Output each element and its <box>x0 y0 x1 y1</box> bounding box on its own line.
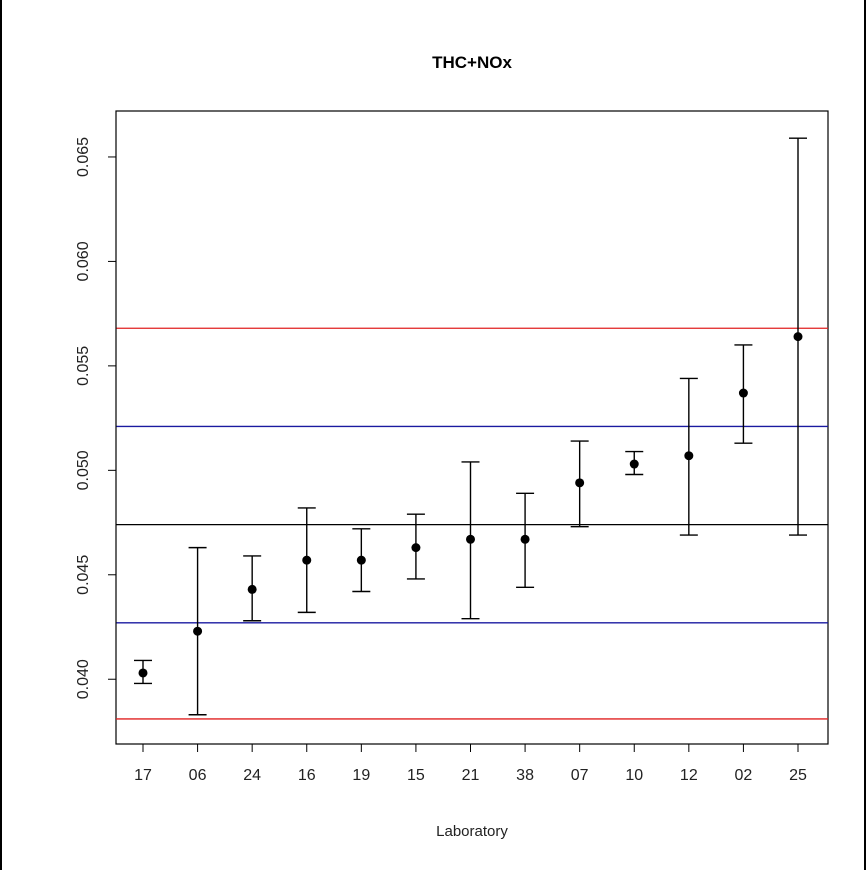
x-tick-label: 19 <box>352 767 370 784</box>
y-axis: 0.040 0.045 0.050 0.055 0.060 0.065 <box>75 137 117 699</box>
y-tick-label: 0.050 <box>75 450 92 490</box>
x-tick-label: 24 <box>243 767 261 784</box>
chart-title: THC+NOx <box>432 53 512 72</box>
x-tick-label: 07 <box>571 767 589 784</box>
x-tick-label: 21 <box>462 767 480 784</box>
y-tick-label: 0.040 <box>75 659 92 699</box>
x-axis: 17 06 24 16 19 15 21 38 07 10 12 02 25 <box>134 743 807 784</box>
x-tick-label: 02 <box>735 767 753 784</box>
data-point-24 <box>247 584 257 594</box>
x-tick-label: 06 <box>189 767 207 784</box>
data-point-25 <box>793 332 803 342</box>
data-point-06 <box>193 626 203 636</box>
x-tick-label: 17 <box>134 767 152 784</box>
reference-lines <box>116 327 828 720</box>
y-tick-label: 0.065 <box>75 137 92 177</box>
x-tick-label: 12 <box>680 767 698 784</box>
y-tick-label: 0.060 <box>75 241 92 281</box>
data-point-12 <box>684 451 694 461</box>
x-tick-label: 15 <box>407 767 425 784</box>
x-tick-label: 16 <box>298 767 316 784</box>
data-points <box>138 332 803 678</box>
data-point-19 <box>356 555 366 565</box>
data-point-38 <box>520 534 530 544</box>
data-point-02 <box>738 388 748 398</box>
y-tick-label: 0.045 <box>75 555 92 595</box>
data-point-15 <box>411 543 421 553</box>
plot-box <box>115 110 829 745</box>
data-point-07 <box>575 478 585 488</box>
y-tick-label: 0.055 <box>75 346 92 386</box>
x-tick-label: 10 <box>625 767 643 784</box>
x-tick-label: 25 <box>789 767 807 784</box>
x-axis-label: Laboratory <box>436 823 508 840</box>
data-point-10 <box>629 459 639 469</box>
data-point-21 <box>466 534 475 544</box>
x-tick-label: 38 <box>516 767 534 784</box>
data-point-16 <box>302 555 312 565</box>
data-point-17 <box>138 668 148 678</box>
